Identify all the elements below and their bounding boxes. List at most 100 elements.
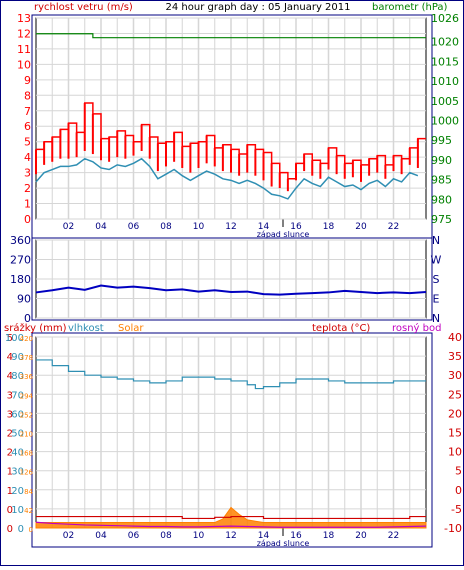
- barometer-y-tick: 1026: [431, 12, 459, 25]
- precip-y-tick: 1: [7, 486, 13, 497]
- climate-x-tick: 04: [95, 531, 107, 541]
- barometer-y-tick: 1010: [431, 75, 459, 88]
- barometer-y-tick: 1020: [431, 36, 459, 49]
- direction-y-tick: 360: [10, 234, 31, 247]
- solar-y-tick: 168: [20, 450, 33, 458]
- wind-y-tick: 11: [17, 43, 31, 56]
- humidity-y-tick: 10: [11, 505, 24, 516]
- barometer-y-tick: 995: [431, 134, 452, 147]
- precip-y-tick: 0: [7, 524, 13, 535]
- temperature-y-tick: 5: [455, 465, 462, 478]
- humidity-y-tick: 70: [11, 390, 24, 401]
- wind-x-tick: 14: [258, 222, 270, 232]
- humidity-y-tick: 100: [5, 333, 24, 344]
- temperature-label: teplota (°C): [312, 323, 370, 334]
- humidity-y-tick: 80: [11, 371, 24, 382]
- wind-x-tick: 16: [290, 222, 302, 232]
- wind-y-tick: 7: [24, 105, 31, 118]
- wind-x-tick: 10: [193, 222, 205, 232]
- precip-y-tick: 3: [7, 409, 13, 420]
- direction-compass-tick: E: [433, 293, 440, 306]
- solar-y-tick: 336: [20, 373, 34, 381]
- wind-x-tick: 08: [160, 222, 172, 232]
- direction-y-tick: 0: [24, 312, 31, 325]
- climate-x-tick: 16: [290, 531, 302, 541]
- wind-x-tick: 04: [95, 222, 107, 232]
- wind-x-tick: 18: [323, 222, 335, 232]
- climate-x-tick: 18: [323, 531, 335, 541]
- precip-y-tick: 1: [7, 467, 13, 478]
- wind-direction-line: [35, 284, 427, 296]
- humidity-y-tick: 90: [11, 352, 24, 363]
- climate-sunset-label: západ slunce: [257, 539, 310, 548]
- humidity-y-tick: 30: [11, 467, 24, 478]
- barometer-y-tick: 980: [431, 193, 452, 206]
- solar-y-tick: 420: [20, 335, 33, 343]
- wind-x-tick: 06: [128, 222, 140, 232]
- barometer-line: [36, 33, 426, 39]
- barometer-y-tick: 1005: [431, 95, 459, 108]
- direction-compass-tick: N: [432, 312, 440, 325]
- wind-y-tick: 0: [24, 213, 31, 226]
- climate-x-tick: 22: [388, 531, 399, 541]
- climate-x-tick: 02: [63, 531, 74, 541]
- solar-y-tick: 84: [24, 488, 33, 496]
- wind-y-tick: 13: [17, 12, 31, 25]
- precip-y-tick: 2: [7, 429, 13, 440]
- wind-x-tick: 12: [225, 222, 236, 232]
- wind-y-tick: 2: [24, 182, 31, 195]
- humidity-line: [36, 359, 426, 390]
- wind-y-tick: 12: [17, 27, 31, 40]
- climate-x-tick: 12: [225, 531, 236, 541]
- humidity-y-tick: 40: [11, 448, 24, 459]
- direction-y-tick: 270: [10, 254, 31, 267]
- solar-y-tick: 42: [24, 507, 33, 515]
- solar-y-tick: 0: [29, 526, 33, 534]
- direction-compass-tick: N: [432, 234, 440, 247]
- wind-x-tick: 20: [355, 222, 367, 232]
- direction-compass-tick: W: [431, 254, 442, 267]
- dewpoint-label: rosný bod: [392, 322, 441, 334]
- wind-y-tick: 1: [24, 198, 31, 211]
- precip-y-tick: 4: [7, 352, 13, 363]
- direction-y-tick: 180: [10, 273, 31, 286]
- precip-y-tick: 5: [7, 333, 13, 344]
- solar-y-tick: 210: [20, 431, 33, 439]
- wind-x-tick: 02: [63, 222, 74, 232]
- humidity-y-tick: 50: [11, 429, 24, 440]
- barometer-y-tick: 1000: [431, 114, 459, 127]
- temperature-y-tick: 10: [448, 446, 462, 459]
- dewpoint-line: [35, 521, 427, 528]
- barometer-axis-label: barometr (hPa): [372, 2, 448, 13]
- climate-x-tick: 20: [355, 531, 367, 541]
- barometer-y-tick: 985: [431, 174, 452, 187]
- climate-x-tick: 14: [258, 531, 270, 541]
- wind-y-tick: 6: [24, 120, 31, 133]
- climate-x-tick: 06: [128, 531, 140, 541]
- climate-x-tick: 08: [160, 531, 172, 541]
- direction-compass-tick: S: [433, 273, 440, 286]
- solar-y-tick: 294: [20, 392, 34, 400]
- temperature-y-tick: 35: [448, 350, 462, 363]
- temperature-line: [36, 515, 426, 520]
- humidity-y-tick: 60: [11, 409, 24, 420]
- solar-y-tick: 378: [20, 354, 33, 362]
- solar-y-tick: 252: [20, 411, 33, 419]
- climate-x-tick: 10: [193, 531, 205, 541]
- chart-title: 24 hour graph day : 05 January 2011: [166, 2, 351, 13]
- precip-label: srážky (mm): [4, 322, 67, 334]
- direction-y-tick: 90: [17, 293, 31, 306]
- wind-y-tick: 3: [24, 167, 31, 180]
- solar-y-tick: 126: [20, 469, 34, 477]
- wind-sunset-label: západ slunce: [257, 230, 310, 239]
- temperature-y-tick: 15: [448, 427, 462, 440]
- temperature-y-tick: 30: [448, 369, 462, 382]
- barometer-y-tick: 990: [431, 154, 452, 167]
- humidity-label: vlhkost: [68, 323, 104, 334]
- temperature-y-tick: -5: [451, 503, 462, 516]
- precip-y-tick: 0: [7, 505, 13, 516]
- precip-y-tick: 3: [7, 390, 13, 401]
- precip-y-tick: 2: [7, 448, 13, 459]
